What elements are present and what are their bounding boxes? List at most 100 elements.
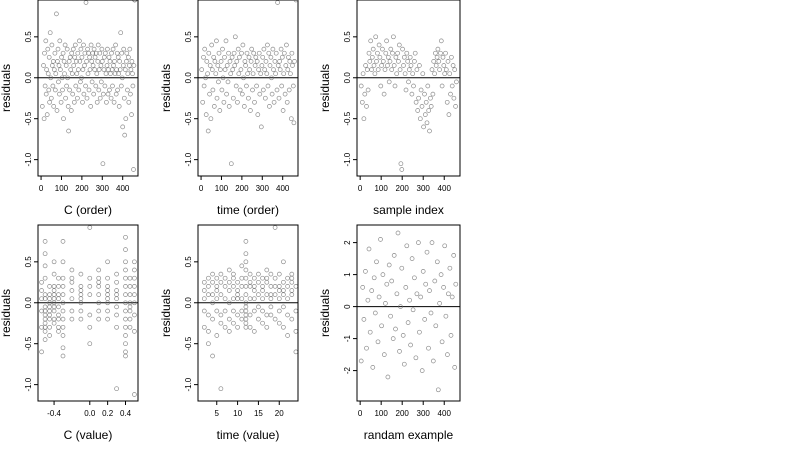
- data-point: [379, 323, 384, 329]
- data-point: [206, 50, 212, 56]
- y-tick-label: 2: [343, 240, 352, 245]
- data-point: [50, 59, 56, 64]
- data-point: [412, 59, 417, 64]
- data-point: [214, 95, 220, 101]
- data-point: [121, 46, 127, 52]
- data-point: [293, 308, 299, 314]
- data-point: [401, 63, 406, 68]
- data-point: [433, 323, 439, 329]
- data-point: [39, 279, 44, 285]
- data-point: [276, 271, 282, 277]
- data-point: [57, 38, 63, 44]
- data-point: [105, 316, 110, 322]
- data-point: [386, 79, 392, 85]
- data-point: [265, 83, 271, 89]
- data-point: [268, 296, 274, 302]
- data-point: [406, 67, 412, 72]
- x-tick-label: 300: [417, 409, 431, 418]
- data-point: [209, 67, 215, 72]
- data-point: [417, 116, 423, 122]
- x-axis-label: sample index: [373, 203, 444, 217]
- data-point: [268, 292, 274, 297]
- data-point: [399, 167, 405, 172]
- data-point: [235, 312, 240, 318]
- data-point: [43, 38, 49, 44]
- data-point: [90, 50, 96, 56]
- data-point: [409, 91, 415, 97]
- data-point: [114, 50, 120, 56]
- data-point: [223, 38, 229, 44]
- data-point: [235, 99, 240, 105]
- data-point: [127, 316, 133, 322]
- data-point: [218, 292, 224, 297]
- data-point: [78, 316, 84, 322]
- scatter-panel: 5 10 15 20 -1.0 -0.5 0.0 0.5 time (value) residua…: [159, 0, 299, 442]
- data-point: [397, 349, 402, 354]
- data-point: [390, 50, 395, 56]
- data-point: [201, 324, 207, 330]
- data-point: [243, 63, 248, 68]
- data-point: [96, 308, 102, 314]
- data-point: [97, 50, 103, 56]
- data-point: [42, 50, 47, 56]
- data-point: [231, 275, 236, 281]
- data-point: [110, 83, 115, 89]
- data-point: [237, 54, 242, 60]
- data-point: [66, 128, 71, 134]
- data-point: [51, 316, 57, 322]
- data-point: [454, 79, 459, 85]
- data-point: [269, 75, 274, 81]
- data-point: [57, 91, 62, 97]
- data-point: [231, 271, 236, 277]
- data-point: [231, 50, 237, 56]
- data-point: [218, 386, 224, 392]
- data-point: [285, 67, 291, 72]
- data-point: [58, 67, 63, 72]
- data-point: [409, 256, 415, 261]
- data-point: [421, 124, 426, 130]
- data-point: [235, 324, 240, 330]
- data-point: [78, 292, 84, 297]
- data-point: [243, 312, 249, 318]
- data-point: [434, 54, 440, 60]
- data-point: [64, 83, 69, 89]
- data-point: [91, 46, 97, 52]
- y-tick-label: 0.5: [343, 31, 352, 43]
- data-point: [392, 83, 398, 89]
- data-point: [210, 271, 215, 277]
- data-point: [44, 112, 50, 117]
- data-point: [129, 112, 134, 117]
- data-point: [100, 91, 106, 97]
- data-point: [42, 263, 48, 269]
- data-point: [358, 358, 364, 364]
- data-point: [214, 275, 220, 281]
- data-point: [281, 324, 286, 330]
- data-point: [443, 67, 449, 72]
- data-point: [252, 63, 258, 68]
- data-point: [364, 104, 369, 109]
- data-point: [94, 71, 100, 77]
- data-point: [261, 46, 267, 52]
- data-point: [219, 87, 225, 93]
- data-point: [259, 63, 265, 68]
- data-point: [69, 279, 75, 285]
- data-point: [93, 83, 99, 89]
- data-point: [270, 46, 276, 52]
- data-point: [51, 104, 57, 109]
- data-point: [69, 275, 75, 281]
- data-point: [372, 310, 378, 316]
- data-point: [433, 50, 438, 56]
- data-point: [51, 259, 57, 265]
- y-tick-label: -1: [343, 334, 352, 342]
- data-point: [81, 91, 87, 97]
- data-point: [414, 291, 420, 297]
- data-point: [69, 267, 75, 273]
- data-point: [369, 67, 374, 72]
- data-point: [444, 99, 450, 105]
- data-point: [373, 34, 379, 40]
- data-point: [84, 59, 89, 64]
- data-point: [385, 63, 390, 68]
- data-point: [242, 59, 248, 64]
- data-point: [400, 333, 406, 338]
